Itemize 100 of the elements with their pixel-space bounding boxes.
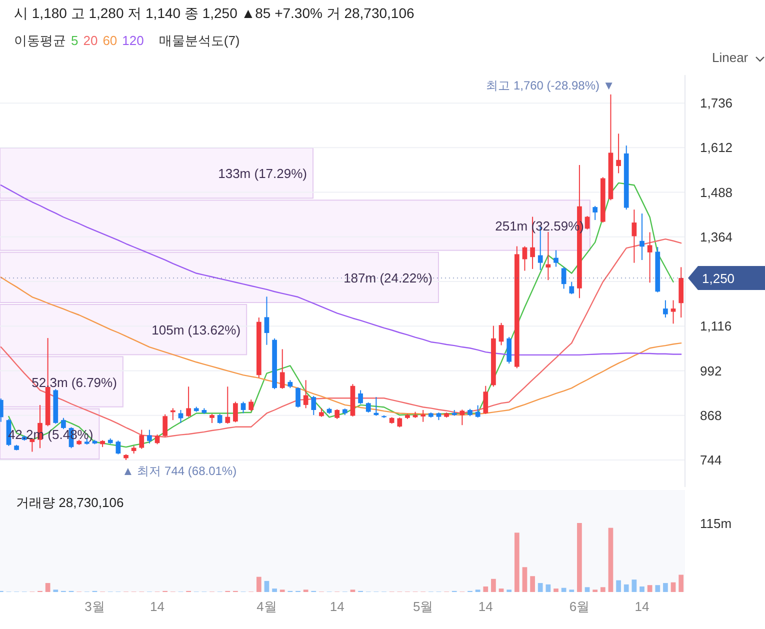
bar — [632, 580, 637, 592]
bar — [272, 588, 277, 592]
y-tick-label: 868 — [700, 408, 722, 423]
candlestick — [366, 402, 371, 414]
candlestick — [154, 434, 160, 445]
candlestick — [61, 417, 66, 430]
bar — [0, 252, 439, 303]
candlestick — [397, 417, 402, 428]
bar — [522, 567, 528, 592]
candlestick — [616, 133, 621, 174]
chart-title: 매물분석도(7) — [158, 33, 240, 48]
candlestick — [139, 429, 144, 450]
bar — [561, 588, 566, 592]
annotation: 최고 1,760 (-28.98%) ▼ — [486, 78, 615, 92]
bar — [0, 148, 314, 199]
x-tick-label: 14 — [478, 599, 493, 614]
candlestick — [640, 213, 644, 260]
candlestick — [522, 246, 528, 272]
bar — [530, 576, 535, 592]
legend-item: 60 — [102, 33, 118, 48]
bar — [584, 587, 590, 592]
chart-title: 시 1,180 고 1,280 저 1,140 종 1,250 ▲85 +7.30% 거 28,730,106 — [14, 5, 415, 21]
line-series — [8, 182, 674, 448]
y-tick-label: 1,116 — [700, 318, 732, 334]
bar — [514, 532, 520, 592]
candlestick — [554, 250, 558, 268]
candlestick — [147, 429, 152, 444]
candlestick — [460, 409, 465, 426]
candlestick — [561, 266, 566, 290]
y-tick-label: 744 — [700, 452, 722, 468]
candlestick — [483, 385, 488, 414]
candlestick — [584, 216, 590, 230]
bar — [546, 584, 551, 592]
candlestick — [506, 336, 512, 364]
candlestick — [498, 322, 504, 346]
candlestick — [217, 413, 222, 424]
bar — [0, 304, 248, 356]
bar — [655, 585, 660, 592]
y-tick-label: 1,488 — [700, 184, 733, 200]
legend-item: 20 — [83, 33, 98, 48]
data-label: 187m (24.22%) — [344, 270, 432, 286]
bar — [640, 586, 644, 592]
legend-item: 5 — [71, 33, 78, 48]
text: Linear — [712, 50, 749, 65]
candlestick — [116, 440, 121, 455]
chart-title: 거래량 28,730,106 — [16, 495, 124, 510]
candlestick — [225, 386, 230, 424]
legend-item: 120 — [122, 33, 144, 48]
bar — [663, 583, 668, 592]
candlestick — [569, 281, 574, 295]
y-tick-label: 1,364 — [700, 229, 733, 244]
data-label: 105m (13.62%) — [152, 322, 241, 338]
candlestick — [280, 348, 285, 390]
legend: 이동평균 5 20 60 120 — [14, 33, 144, 48]
ref-line-tag: 1,250 — [688, 266, 765, 290]
x-tick-label: 6월 — [569, 599, 590, 614]
bar — [264, 580, 270, 592]
candlestick — [420, 409, 426, 422]
bar — [678, 574, 684, 592]
candlestick — [334, 408, 340, 420]
candlestick — [647, 232, 652, 284]
y-tick-label: 1,612 — [700, 140, 733, 156]
y-tick-label: 1,736 — [700, 96, 733, 111]
bar — [256, 576, 262, 592]
annotation: ▲ 최저 744 (68.01%) — [122, 464, 237, 478]
candlestick — [178, 409, 184, 424]
bar — [554, 588, 558, 592]
candlestick — [186, 386, 191, 418]
candlestick — [303, 380, 308, 409]
bar — [616, 580, 621, 592]
bar — [491, 578, 496, 592]
ref-line-label: 1,250 — [702, 270, 735, 286]
x-tick-label: 14 — [634, 599, 650, 614]
bar — [647, 585, 652, 592]
candlestick — [632, 209, 637, 264]
bar — [624, 584, 629, 592]
bar — [498, 588, 504, 592]
x-tick-label: 14 — [150, 599, 165, 614]
candlestick — [296, 386, 300, 408]
candlestick — [592, 205, 598, 221]
bar — [608, 528, 614, 592]
candlestick — [264, 296, 270, 346]
candlestick — [358, 390, 363, 404]
bar — [670, 582, 676, 592]
candlestick — [162, 414, 168, 438]
candlestick — [233, 401, 238, 423]
bar — [483, 586, 488, 592]
bar — [600, 587, 606, 592]
x-tick-label: 5월 — [412, 599, 434, 614]
bar — [577, 523, 582, 592]
candlestick — [670, 300, 676, 324]
candlestick — [475, 404, 480, 418]
x-tick-label: 14 — [330, 599, 344, 614]
legend-title: 이동평균 — [14, 33, 66, 48]
candlestick — [311, 395, 316, 416]
bar — [45, 583, 50, 592]
text: 115m — [700, 516, 732, 531]
candlestick — [240, 401, 246, 414]
x-tick-label: 4월 — [256, 599, 277, 614]
x-tick-label: 3월 — [84, 599, 105, 614]
